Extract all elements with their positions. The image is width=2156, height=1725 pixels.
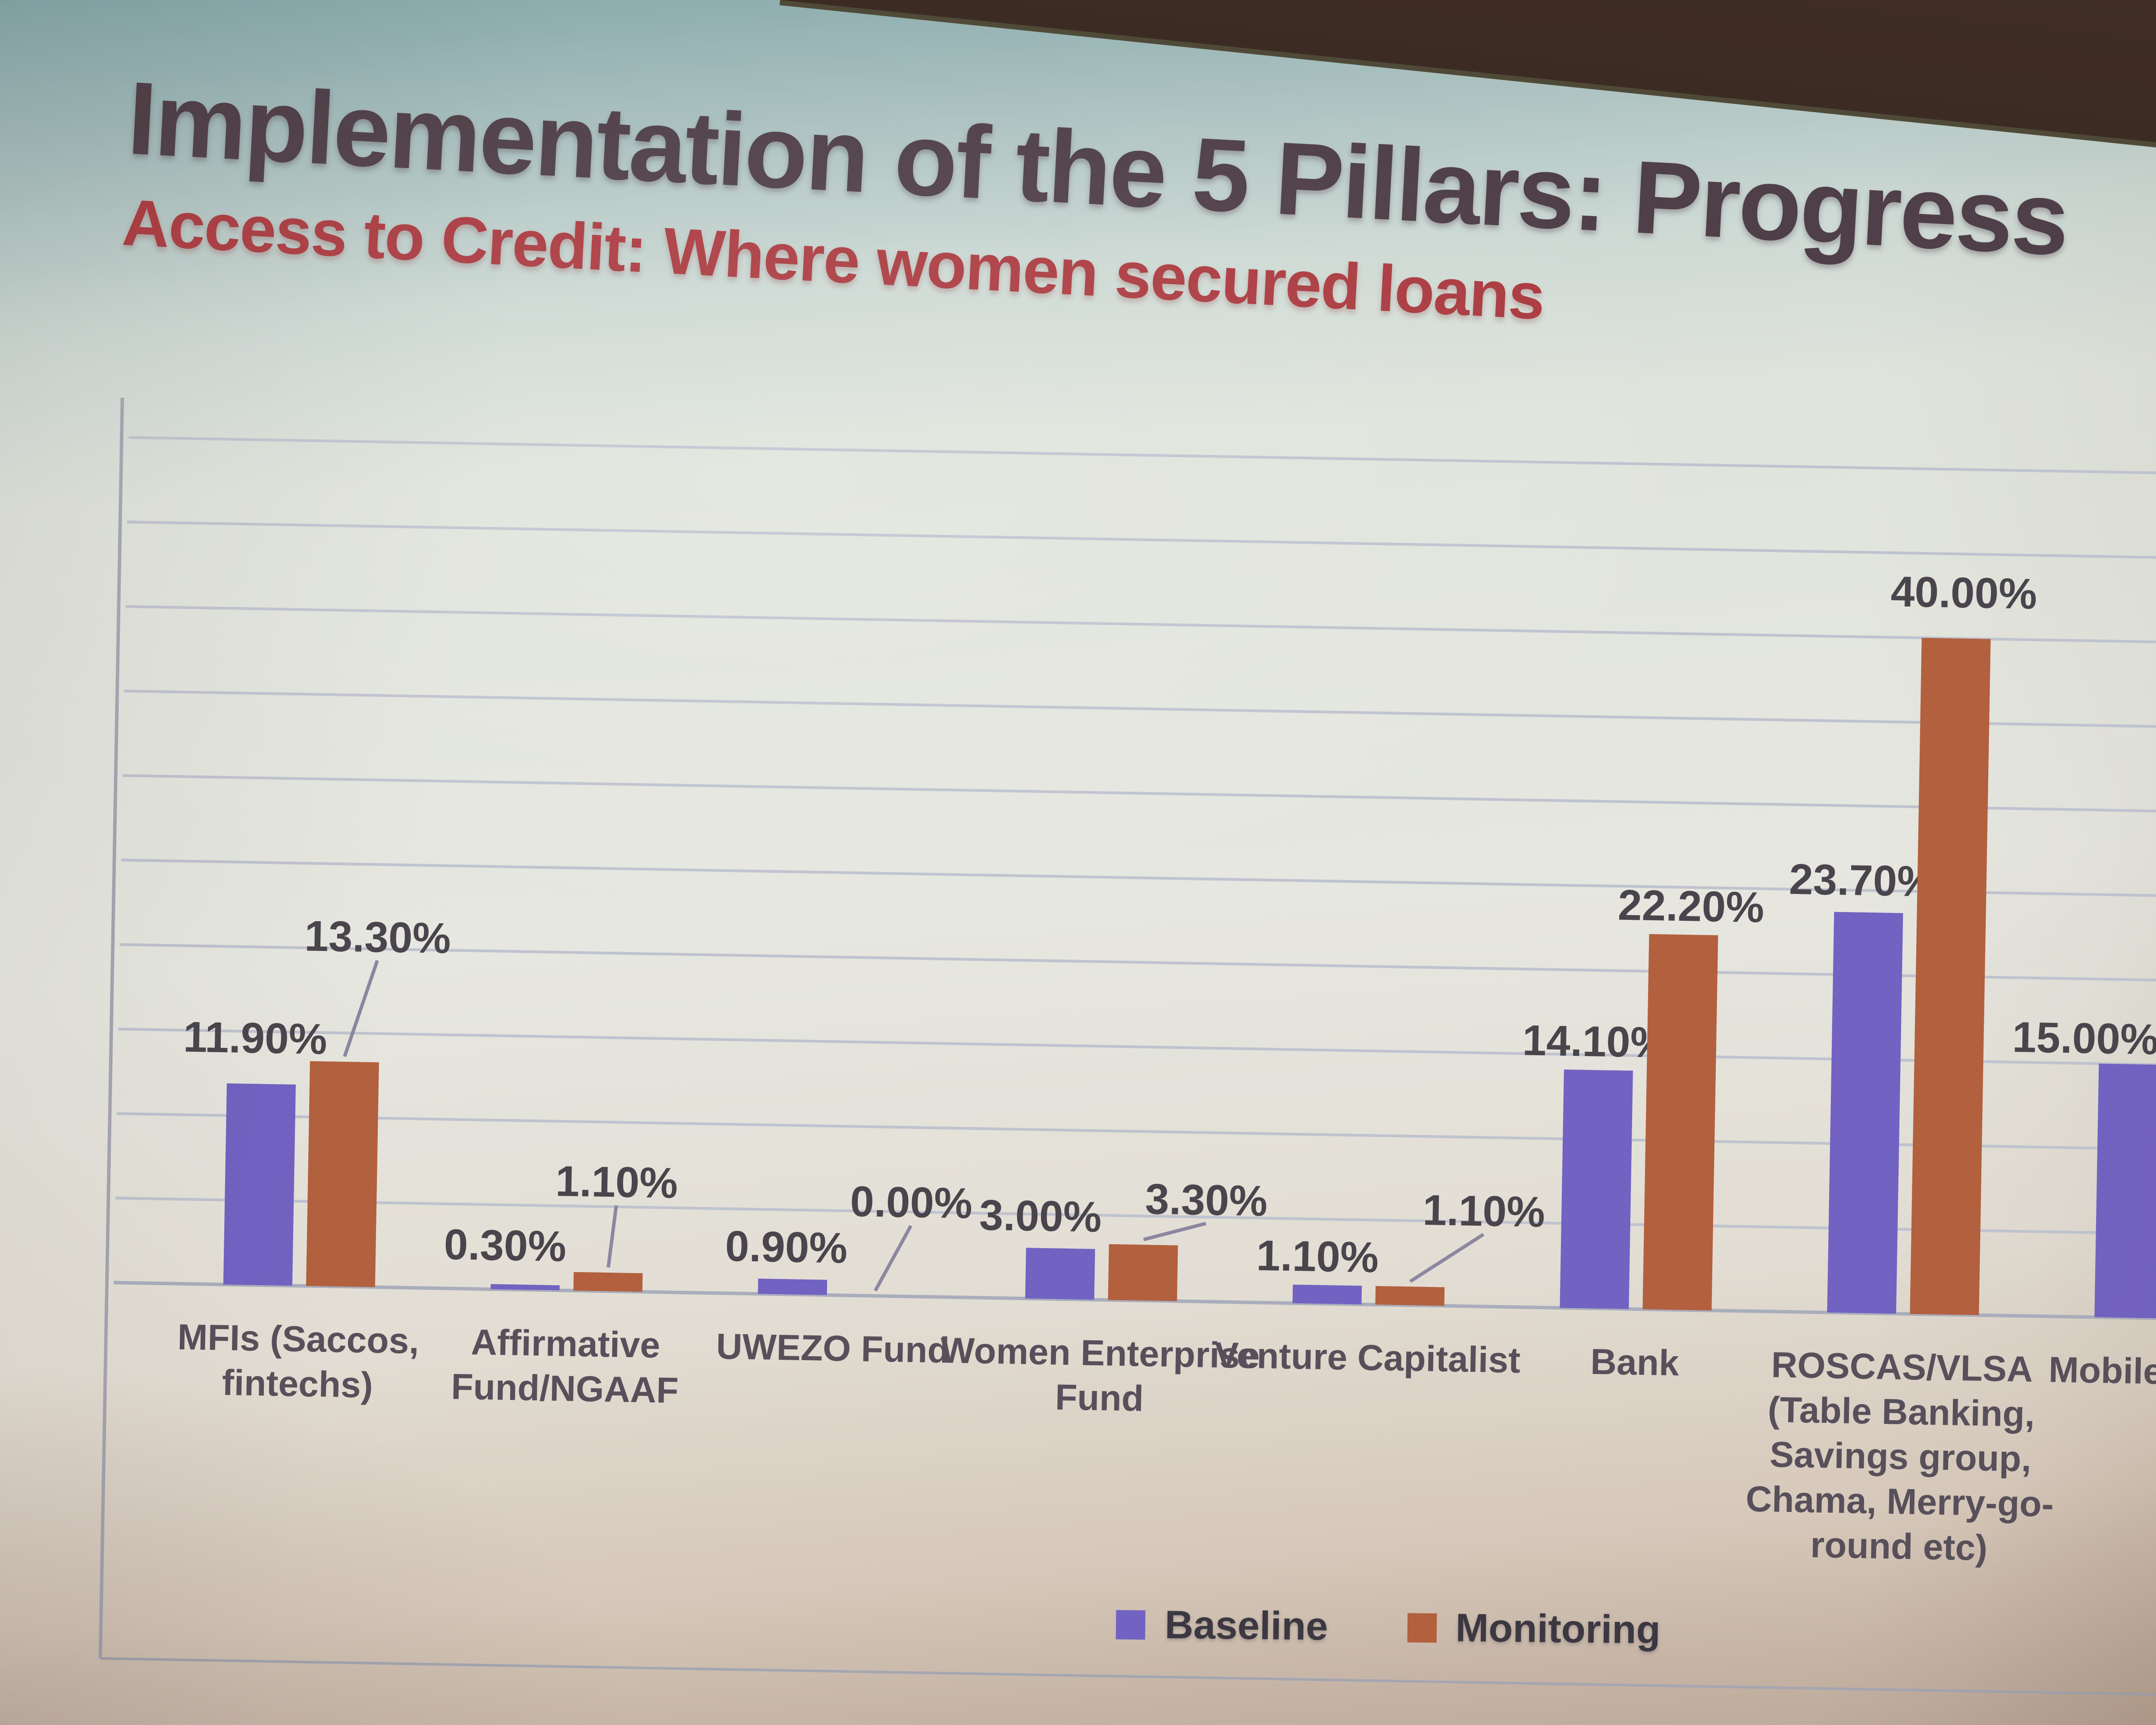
data-label: 15.00% (2012, 1013, 2156, 1064)
gridline (124, 690, 2156, 736)
category-label-0: MFIs (Saccos,fintechs) (176, 1317, 420, 1406)
monitoring-bar-6 (1910, 638, 1991, 1315)
category-label-7: Mobile money (2048, 1349, 2156, 1394)
monitoring-bar-1 (573, 1272, 643, 1292)
gridline (119, 943, 2156, 989)
baseline-bar-7 (2094, 1063, 2156, 1319)
data-label-leader-line (343, 960, 379, 1057)
monitoring-bar-4 (1375, 1286, 1445, 1306)
legend-label-baseline: Baseline (1164, 1602, 1329, 1649)
legend-label-monitoring: Monitoring (1455, 1605, 1661, 1652)
data-label: 3.30% (1145, 1175, 1268, 1225)
data-label: 1.10% (555, 1157, 678, 1208)
category-label-3: Women EnterpriseFund (940, 1330, 1260, 1421)
data-label: 22.20% (1617, 881, 1764, 932)
category-label-2: UWEZO Fund (716, 1326, 950, 1371)
monitoring-bar-5 (1642, 934, 1718, 1311)
gridline (122, 774, 2156, 820)
data-label: 40.00% (1890, 568, 2037, 618)
data-label: 14.10% (1522, 1016, 1669, 1067)
baseline-bar-4 (1292, 1284, 1362, 1305)
category-label-1: AffirmativeFund/NGAAF (451, 1321, 680, 1411)
data-label: 0.90% (725, 1222, 848, 1273)
baseline-bar-1 (490, 1284, 560, 1291)
legend-item-monitoring: Monitoring (1407, 1604, 1661, 1653)
data-label: 0.30% (444, 1220, 567, 1271)
gridline (125, 605, 2156, 651)
baseline-bar-5 (1560, 1069, 1633, 1309)
baseline-bar-3 (1025, 1248, 1095, 1300)
legend-item-baseline: Baseline (1116, 1601, 1329, 1650)
chart-frame-bottom (100, 1657, 2156, 1703)
monitoring-swatch-icon (1407, 1613, 1437, 1643)
chart-frame-left (98, 398, 124, 1659)
category-label-6: ROSCAS/VLSA(Table Banking,Savings group,… (1745, 1344, 2056, 1569)
data-label-leader-line (1409, 1233, 1485, 1283)
gridline (121, 859, 2156, 905)
category-label-5: Bank (1590, 1341, 1680, 1383)
baseline-swatch-icon (1116, 1610, 1146, 1640)
baseline-bar-0 (223, 1083, 296, 1286)
data-label: 1.10% (1423, 1186, 1545, 1236)
gridline (118, 1027, 2156, 1074)
category-label-4: Venture Capitalist (1214, 1335, 1521, 1380)
data-label: 0.00% (850, 1177, 973, 1228)
gridline (115, 1196, 2156, 1243)
gridline (127, 521, 2156, 567)
data-label-leader-line (874, 1225, 912, 1292)
data-label-leader-line (1143, 1222, 1206, 1242)
data-label: 11.90% (183, 1013, 328, 1063)
gridline (128, 436, 2156, 482)
gridline (116, 1112, 2156, 1158)
baseline-bar-6 (1827, 912, 1903, 1314)
monitoring-bar-3 (1108, 1244, 1178, 1302)
baseline-bar-2 (758, 1278, 827, 1295)
data-label: 1.10% (1256, 1231, 1379, 1282)
data-label: 23.70% (1789, 855, 1936, 906)
data-label-leader-line (606, 1205, 618, 1268)
data-label: 13.30% (304, 912, 451, 963)
monitoring-bar-0 (306, 1061, 379, 1287)
data-label: 3.00% (979, 1191, 1102, 1242)
